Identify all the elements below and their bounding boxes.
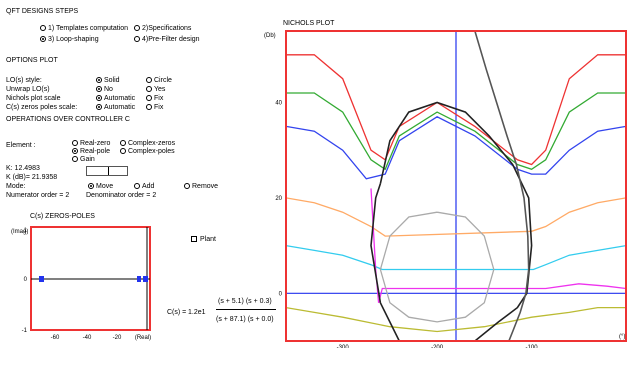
nichols-title: NICHOLS PLOT	[283, 20, 335, 27]
nichols-series-3	[286, 197, 626, 237]
nichols-ytick: 20	[275, 196, 282, 202]
unwrap-lo-no-option[interactable]: No	[96, 86, 113, 94]
lo-style-solid-option[interactable]: Solid	[96, 77, 120, 85]
nichols-scale-auto-option[interactable]: Automatic	[96, 95, 135, 103]
nichols-scale-fix-radio[interactable]	[146, 95, 152, 102]
k-value-text: K: 12.4983	[6, 165, 40, 172]
nichols-series-8	[370, 101, 533, 341]
unwrap-lo-no-radio[interactable]	[96, 86, 102, 93]
controller-ops-title: OPERATIONS OVER CONTROLLER C	[6, 116, 130, 123]
gain-slider[interactable]	[86, 166, 128, 176]
nichols-ticks: -300 -200 -100 40 20 0	[275, 101, 538, 348]
tf-gain: 1.2e1	[188, 309, 206, 316]
zp-scale-auto-option[interactable]: Automatic	[96, 104, 135, 112]
nichols-xlabel: (°)	[619, 334, 625, 340]
zp-zero-marker[interactable]	[137, 276, 141, 282]
nichols-series-2	[286, 116, 626, 180]
numerator-order-text: Numerator order = 2	[6, 192, 70, 199]
lo-style-circle-option[interactable]: Circle	[146, 77, 172, 85]
zp-pole-marker[interactable]	[143, 276, 148, 282]
unwrap-lo-yes-option[interactable]: Yes	[146, 86, 165, 94]
element-real-pole-radio[interactable]	[72, 148, 78, 155]
k-db-text: K (dB)= 21.9358	[6, 174, 58, 181]
element-real-zero-option[interactable]: Real-zero	[72, 140, 110, 148]
lo-style-circle-radio[interactable]	[146, 77, 152, 84]
step-prefilter-option[interactable]: 4)Pre-Filter design	[134, 36, 200, 44]
nichols-plot[interactable]: (Db) (°) -300 -200 -100 40 20 0	[262, 28, 636, 348]
mode-move-radio[interactable]	[88, 183, 94, 190]
zp-ylabel: (Imag)	[11, 229, 28, 235]
tf-lhs: C(s) =	[167, 309, 187, 316]
zp-scale-fix-radio[interactable]	[146, 104, 152, 111]
element-label: Element :	[6, 142, 36, 149]
nichols-grid	[286, 31, 626, 341]
zp-ytick-neg1: -1	[22, 328, 28, 334]
step-loop-shaping-radio[interactable]	[40, 36, 46, 43]
zp-ytick-0: 0	[24, 277, 28, 283]
mode-move-option[interactable]: Move	[88, 183, 113, 191]
nichols-series-9	[474, 31, 530, 341]
denominator-order-text: Denominator order = 2	[86, 192, 157, 199]
nichols-series-0	[286, 54, 626, 166]
nichols-series-4	[286, 244, 626, 271]
gain-slider-thumb[interactable]	[107, 167, 109, 175]
zp-pole-marker[interactable]	[39, 276, 44, 282]
unwrap-lo-label: Unwrap LO(s)	[6, 86, 50, 93]
element-complex-poles-option[interactable]: Complex-poles	[120, 148, 175, 156]
nichols-ylabel: (Db)	[264, 33, 276, 39]
unwrap-lo-yes-radio[interactable]	[146, 86, 152, 93]
step-specifications-radio[interactable]	[134, 25, 140, 32]
plant-checkbox[interactable]	[191, 236, 197, 243]
mode-add-option[interactable]: Add	[134, 183, 154, 191]
mode-label: Mode:	[6, 183, 26, 190]
zp-scale-label: C(s) zeros poles scale:	[6, 104, 78, 111]
nichols-frame	[285, 30, 627, 342]
step-templates-radio[interactable]	[40, 25, 46, 32]
lo-style-solid-radio[interactable]	[96, 77, 102, 84]
nichols-xtick: -100	[526, 345, 539, 348]
step-specifications-option[interactable]: 2)Specifications	[134, 25, 191, 33]
nichols-scale-fix-option[interactable]: Fix	[146, 95, 163, 103]
element-complex-zeros-radio[interactable]	[120, 140, 126, 147]
options-plot-title: OPTIONS PLOT	[6, 57, 58, 64]
zp-xlabel: (Real)	[135, 335, 151, 341]
element-real-pole-option[interactable]: Real-pole	[72, 148, 110, 156]
nichols-series-1	[286, 92, 626, 171]
element-real-zero-radio[interactable]	[72, 140, 78, 147]
zp-ytick-1: 1	[24, 228, 28, 234]
element-complex-poles-radio[interactable]	[120, 148, 126, 155]
nichols-series-6	[286, 306, 626, 333]
element-gain-radio[interactable]	[72, 156, 78, 163]
mode-add-radio[interactable]	[134, 183, 140, 190]
step-templates-option[interactable]: 1) Templates computation	[40, 25, 128, 33]
nichols-ytick: 0	[279, 291, 283, 297]
lo-style-label: LO(s) style:	[6, 77, 42, 84]
nichols-scale-auto-radio[interactable]	[96, 95, 102, 102]
zeros-poles-title: C(s) ZEROS-POLES	[30, 213, 95, 220]
mode-remove-radio[interactable]	[184, 183, 190, 190]
nichols-scale-label: Nichols plot scale	[6, 95, 61, 102]
nichols-curves	[286, 31, 626, 341]
nichols-ytick: 40	[275, 101, 282, 107]
step-loop-shaping-option[interactable]: 3) Loop-shaping	[40, 36, 99, 44]
zp-scale-auto-radio[interactable]	[96, 104, 102, 111]
tf-numerator: (s + 5.1) (s + 0.3)	[218, 298, 272, 305]
zp-scale-fix-option[interactable]: Fix	[146, 104, 163, 112]
tf-denominator: (s + 87.1) (s + 0.0)	[216, 316, 274, 323]
zp-xtick-40: -40	[83, 335, 92, 341]
zp-xtick-20: -20	[113, 335, 122, 341]
qft-steps-title: QFT DESIGNS STEPS	[6, 8, 79, 15]
nichols-xtick: -300	[337, 345, 350, 348]
nichols-xtick: -200	[431, 345, 444, 348]
element-complex-zeros-option[interactable]: Complex-zeros	[120, 140, 175, 148]
mode-remove-option[interactable]: Remove	[184, 183, 218, 191]
tf-fraction-bar	[216, 309, 276, 310]
plant-checkbox-row[interactable]: Plant	[191, 236, 216, 244]
zeros-poles-plot[interactable]: (Imag) 1 0 -1 -60 -40 -20 (Real)	[0, 222, 160, 347]
nichols-series-7	[379, 211, 495, 323]
step-prefilter-radio[interactable]	[134, 36, 140, 43]
element-gain-option[interactable]: Gain	[72, 156, 95, 164]
zp-xtick-60: -60	[51, 335, 60, 341]
